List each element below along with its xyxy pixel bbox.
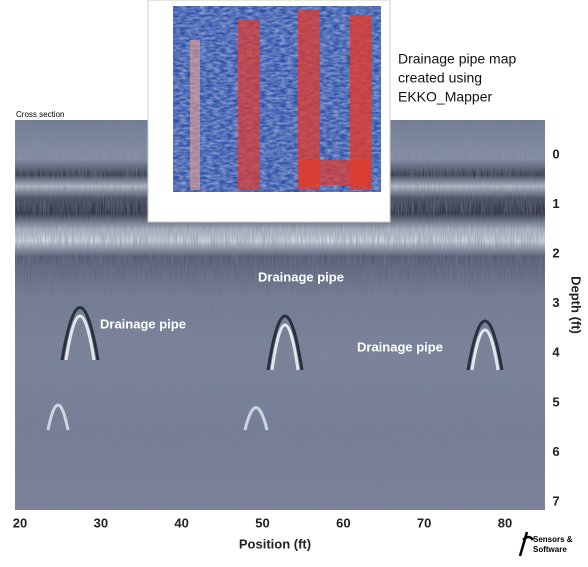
inset-map [147, 0, 391, 223]
y-tick-label: 6 [552, 444, 559, 459]
annotation: Drainage pipe [357, 339, 443, 354]
y-tick-label: 1 [552, 196, 559, 211]
caption-line: Drainage pipe map [398, 51, 517, 67]
section-label: Cross section [16, 110, 64, 119]
inset-caption: Drainage pipe map created using EKKO_Mappe… [398, 51, 517, 105]
logo-line: Software [533, 545, 567, 554]
x-tick-label: 40 [174, 515, 188, 530]
y-tick-label: 0 [552, 146, 559, 161]
x-tick-label: 20 [13, 515, 27, 530]
y-tick-label: 5 [552, 394, 559, 409]
x-axis-label: Position (ft) [239, 536, 311, 551]
y-axis: 0 1 2 3 4 5 6 7 [552, 146, 560, 508]
logo: Sensors &Software [533, 535, 573, 554]
y-tick-label: 2 [552, 246, 559, 261]
annotation: Drainage pipe [100, 316, 186, 331]
caption-line: EKKO_Mapper [398, 89, 492, 105]
y-axis-label: Depth (ft) [569, 276, 584, 334]
x-axis: 20 30 40 50 60 70 80 [13, 515, 512, 530]
x-tick-label: 50 [255, 515, 269, 530]
x-tick-label: 30 [94, 515, 108, 530]
x-tick-label: 70 [417, 515, 431, 530]
annotations: Drainage pipe Drainage pipe Drainage pipe [100, 269, 443, 354]
logo-mark [518, 531, 535, 557]
y-tick-label: 4 [552, 345, 560, 360]
y-tick-label: 7 [552, 493, 559, 508]
logo-line: Sensors & [533, 535, 573, 544]
x-tick-label: 60 [336, 515, 350, 530]
caption-line: created using [398, 70, 482, 86]
x-tick-label: 80 [498, 515, 512, 530]
annotation: Drainage pipe [258, 269, 344, 284]
hyperbolas [46, 306, 504, 431]
y-tick-label: 3 [552, 295, 559, 310]
